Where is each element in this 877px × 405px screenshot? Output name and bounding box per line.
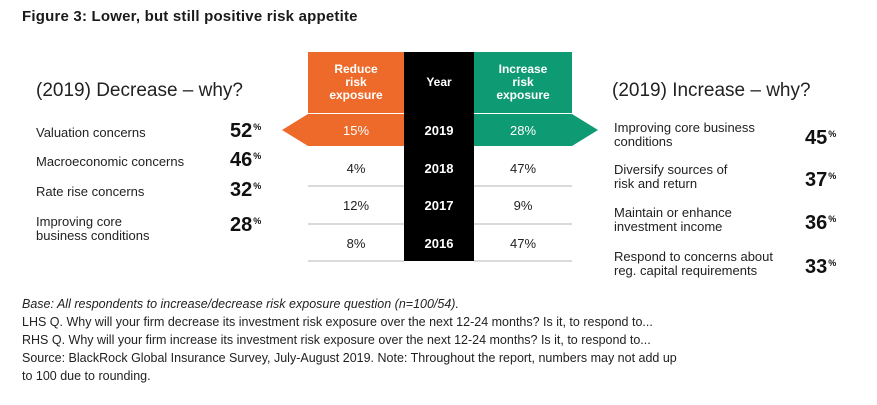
- year-cell: 2019: [424, 122, 454, 138]
- reduce-value-cell: 12%: [342, 197, 370, 213]
- reduce-header-line: risk: [345, 75, 367, 89]
- footnote-rhs: RHS Q. Why will your firm increase its i…: [22, 333, 651, 347]
- reduce-header: Reduce risk exposure: [308, 52, 404, 113]
- year-column-bg: [404, 52, 474, 261]
- left-heading: (2019) Decrease – why?: [36, 80, 243, 101]
- increase-reason-value: 33%: [805, 256, 837, 278]
- year-cell: 2017: [424, 197, 454, 213]
- decrease-reason-label: Macroeconomic concerns: [36, 154, 185, 169]
- increase-value-cell: 9%: [513, 197, 533, 213]
- increase-2019-arrow: [474, 114, 598, 146]
- footnote-source-cont: to 100 due to rounding.: [22, 369, 151, 383]
- increase-reason-value: 36%: [805, 212, 837, 234]
- year-cell: 2018: [424, 160, 454, 176]
- decrease-reason-value: 28%: [230, 214, 262, 236]
- increase-header-line: Increase: [498, 62, 548, 76]
- increase-reason-label: Diversify sources of risk and return: [614, 162, 728, 191]
- reduce-value-cell: 4%: [346, 160, 366, 176]
- decrease-reason-value: 46%: [230, 149, 262, 171]
- decrease-reason-label: Rate rise concerns: [36, 184, 145, 199]
- reduce-header-line: Reduce: [334, 62, 378, 76]
- figure-title: Figure 3: Lower, but still positive risk…: [22, 8, 358, 25]
- year-header: Year: [426, 75, 452, 89]
- increase-header-line: exposure: [496, 88, 550, 102]
- right-heading: (2019) Increase – why?: [612, 80, 811, 101]
- reduce-header-line: exposure: [329, 88, 383, 102]
- increase-header-bg: [474, 52, 572, 113]
- footnote-lhs: LHS Q. Why will your firm decrease its i…: [22, 315, 653, 329]
- year-cell: 2016: [424, 235, 454, 251]
- increase-value-cell: 28%: [509, 122, 537, 138]
- increase-reason-value: 37%: [805, 169, 837, 191]
- footnote-source: Source: BlackRock Global Insurance Surve…: [22, 351, 677, 365]
- increase-reason-label: Maintain or enhance investment income: [614, 205, 732, 234]
- increase-header: Increase risk exposure: [474, 52, 572, 113]
- increase-reason-value: 45%: [805, 127, 837, 149]
- decrease-reason-label: Valuation concerns: [36, 125, 146, 140]
- increase-value-cell: 47%: [509, 235, 537, 251]
- reduce-value-cell: 15%: [342, 122, 370, 138]
- reduce-header-bg: [308, 52, 404, 113]
- increase-reason-label: Respond to concerns about reg. capital re…: [614, 249, 773, 278]
- reduce-value-cell: 8%: [346, 235, 366, 251]
- increase-header-line: risk: [512, 75, 534, 89]
- footnote-base: Base: All respondents to increase/decrea…: [22, 297, 459, 311]
- increase-reason-label: Improving core business conditions: [614, 120, 755, 149]
- decrease-reason-label: Improving core business conditions: [36, 214, 150, 243]
- decrease-reason-value: 52%: [230, 120, 262, 142]
- reduce-2019-arrow: [282, 114, 404, 146]
- decrease-reason-value: 32%: [230, 179, 262, 201]
- increase-value-cell: 47%: [509, 160, 537, 176]
